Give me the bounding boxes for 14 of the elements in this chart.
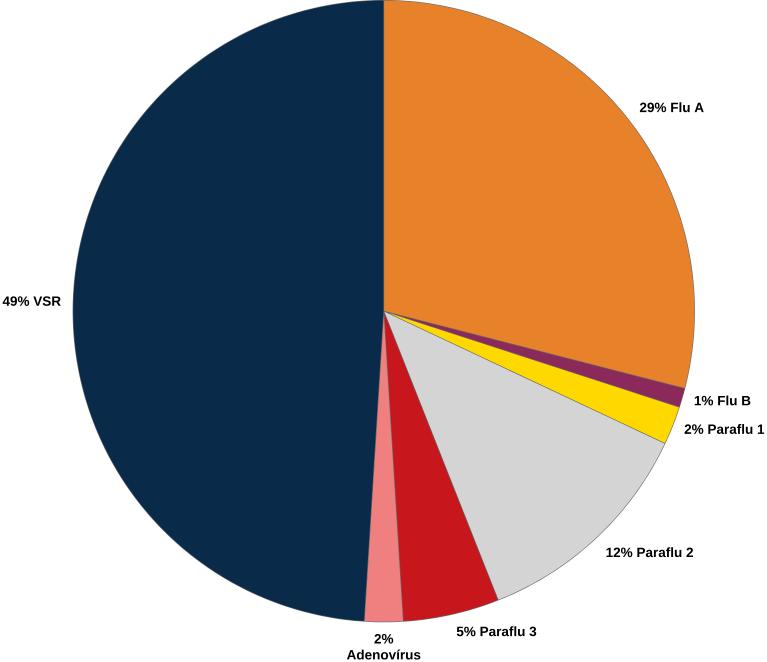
slice-label: VSR (33, 296, 61, 306)
slice-label: Paraflu 2 (637, 547, 693, 558)
data-label: 1% (694, 396, 714, 406)
slice-label: Paraflu 3 (480, 626, 536, 636)
slice-label: Flu A (671, 102, 704, 112)
data-label: 29% (640, 102, 666, 112)
data-label: 2% (684, 424, 704, 434)
data-label: 2% (374, 634, 394, 644)
data-label: 12% (606, 548, 632, 558)
data-label: 49% (2, 296, 30, 306)
data-label: 5% (456, 626, 476, 636)
slice-label: Adenovírus (346, 650, 420, 660)
slice-label: Paraflu 1 (708, 424, 764, 434)
slice-label: Flu B (718, 396, 750, 406)
